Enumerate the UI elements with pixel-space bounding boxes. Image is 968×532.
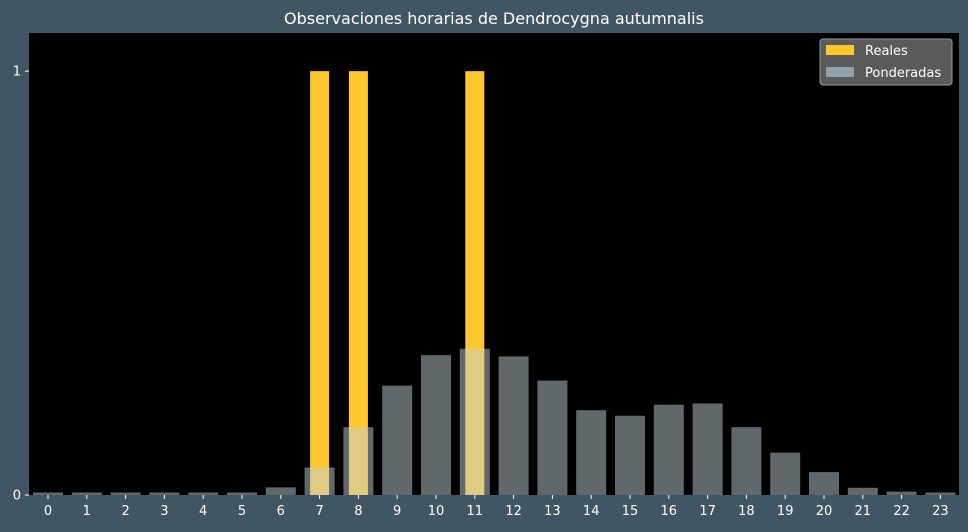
x-tick-label-11: 11 <box>467 504 484 519</box>
x-tick-label-0: 0 <box>44 504 52 519</box>
bars-ponderadas <box>33 348 956 495</box>
bar-reales-7 <box>310 71 330 496</box>
chart-title: Observaciones horarias de Dendrocygna au… <box>284 9 704 28</box>
bars-reales <box>310 71 485 496</box>
legend[interactable]: Reales Ponderadas <box>819 38 953 86</box>
bar-ponderadas-10 <box>421 355 451 495</box>
x-tick-label-1: 1 <box>83 504 91 519</box>
y-axis: 01 <box>13 65 29 504</box>
x-tick-label-21: 21 <box>855 504 872 519</box>
bar-ponderadas-18 <box>731 427 762 495</box>
bar-ponderadas-11 <box>459 348 490 495</box>
x-tick-label-2: 2 <box>121 504 129 519</box>
bar-ponderadas-16 <box>653 404 684 495</box>
bar-ponderadas-1 <box>71 492 102 495</box>
bar-ponderadas-6 <box>265 487 296 495</box>
x-tick-label-5: 5 <box>238 504 246 519</box>
bar-ponderadas-20 <box>809 472 839 495</box>
x-tick-label-15: 15 <box>622 504 639 519</box>
x-tick-label-10: 10 <box>428 504 445 519</box>
x-tick-label-6: 6 <box>277 504 285 519</box>
bar-ponderadas-12 <box>498 356 529 495</box>
plot-area <box>29 33 959 495</box>
legend-swatch-ponderadas <box>826 67 854 77</box>
x-tick-label-22: 22 <box>893 504 910 519</box>
bar-ponderadas-4 <box>188 492 219 495</box>
x-tick-label-12: 12 <box>505 504 522 519</box>
bar-ponderadas-17 <box>692 403 723 495</box>
bar-reales-8 <box>348 71 368 496</box>
legend-label-reales: Reales <box>865 44 908 59</box>
bar-ponderadas-22 <box>886 491 917 495</box>
bar-ponderadas-8 <box>343 427 374 495</box>
y-tick-label-1: 1 <box>13 65 21 80</box>
x-tick-label-7: 7 <box>315 504 323 519</box>
x-tick-label-20: 20 <box>816 504 833 519</box>
x-tick-label-18: 18 <box>738 504 755 519</box>
x-tick-label-23: 23 <box>932 504 949 519</box>
bar-ponderadas-14 <box>576 410 607 495</box>
bar-ponderadas-0 <box>33 492 63 495</box>
x-axis: 0 1 2 3 4 5 6 7 8 9 10 11 12 13 14 15 16 17 18 19 20 21 22 23 <box>44 495 949 519</box>
x-tick-label-19: 19 <box>777 504 794 519</box>
bar-ponderadas-21 <box>847 487 878 495</box>
y-tick-label-0: 0 <box>13 489 21 504</box>
x-tick-label-3: 3 <box>160 504 168 519</box>
x-tick-label-14: 14 <box>583 504 600 519</box>
x-tick-label-4: 4 <box>199 504 207 519</box>
x-tick-label-16: 16 <box>661 504 678 519</box>
legend-label-ponderadas: Ponderadas <box>865 66 941 81</box>
bar-ponderadas-19 <box>770 452 801 495</box>
bar-ponderadas-5 <box>227 492 257 495</box>
bar-ponderadas-13 <box>537 380 568 495</box>
bar-ponderadas-15 <box>615 415 645 495</box>
legend-swatch-reales <box>826 45 854 55</box>
x-tick-label-8: 8 <box>354 504 362 519</box>
bar-ponderadas-2 <box>110 492 141 495</box>
x-tick-label-17: 17 <box>699 504 716 519</box>
bar-ponderadas-9 <box>382 385 413 495</box>
bar-ponderadas-23 <box>925 492 956 495</box>
bar-ponderadas-7 <box>304 467 335 495</box>
bar-ponderadas-3 <box>149 492 180 495</box>
x-tick-label-9: 9 <box>393 504 401 519</box>
x-tick-label-13: 13 <box>544 504 561 519</box>
